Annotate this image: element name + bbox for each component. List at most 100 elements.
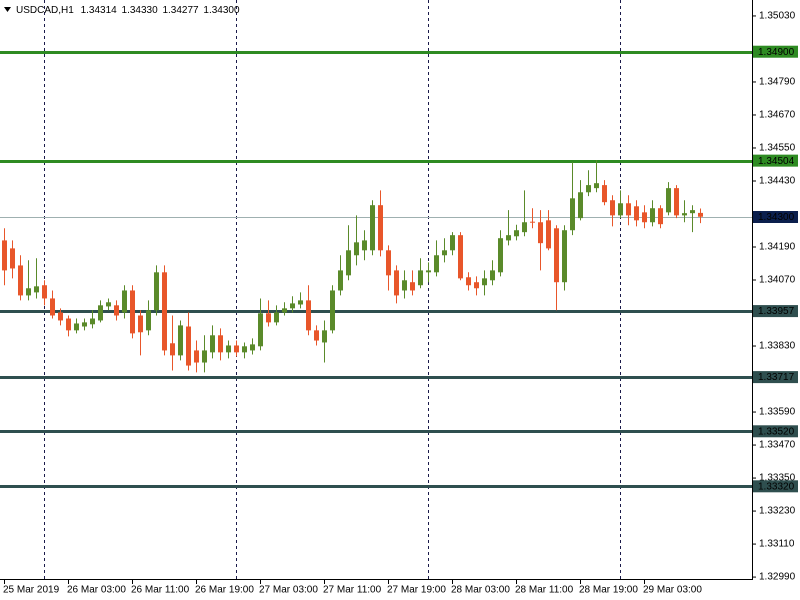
candle-body [106, 302, 111, 307]
candle-body [234, 345, 239, 353]
candle-body [266, 313, 271, 323]
y-tick-label: 1.33230 [759, 506, 796, 517]
x-tick-label: 25 Mar 2019 [3, 585, 60, 596]
candle-body [282, 308, 287, 313]
candle-body [202, 350, 207, 363]
x-tick-label: 26 Mar 11:00 [131, 585, 190, 596]
candle-body [394, 270, 399, 296]
header-low: 1.34277 [162, 5, 199, 16]
x-tick-label: 27 Mar 11:00 [323, 585, 382, 596]
candle-body [506, 235, 511, 241]
candle-body [682, 213, 687, 216]
candle-body [34, 286, 39, 293]
y-tick-label: 1.34190 [759, 242, 796, 253]
candle-body [442, 250, 447, 256]
candle-body [354, 242, 359, 256]
level-label-box [753, 45, 798, 58]
x-tick-label: 26 Mar 19:00 [195, 585, 254, 596]
candle-body [130, 290, 135, 334]
candle-body [514, 230, 519, 237]
y-tick-label: 1.32990 [759, 572, 796, 583]
y-tick-label: 1.34430 [759, 176, 796, 187]
candle-body [594, 183, 599, 189]
candle-body [434, 255, 439, 273]
y-tick-label: 1.33110 [759, 539, 795, 550]
candle-body [178, 325, 183, 356]
candle-body [114, 305, 119, 316]
candle-body [450, 235, 455, 251]
candle-body [186, 326, 191, 366]
candle-body [258, 313, 263, 347]
candle-body [242, 346, 247, 353]
candle-body [618, 203, 623, 216]
x-tick-label: 27 Mar 19:00 [387, 585, 446, 596]
candle-body [58, 312, 63, 321]
candle-body [370, 205, 375, 251]
x-tick-label: 26 Mar 03:00 [67, 585, 126, 596]
candle-body [42, 285, 47, 299]
symbol: USDCAD,H1 [16, 5, 74, 16]
candle-body [194, 350, 199, 363]
candle-body [698, 212, 703, 217]
level-label: 1.33717 [758, 372, 795, 383]
x-tick-label: 29 Mar 03:00 [643, 585, 702, 596]
candle-body [146, 310, 151, 331]
candle-body [490, 270, 495, 281]
candle-body [322, 330, 327, 343]
x-tick-label: 27 Mar 03:00 [259, 585, 318, 596]
level-label-box [753, 154, 798, 167]
candle-body [82, 322, 87, 327]
candle-body [650, 208, 655, 223]
candle-body [154, 272, 159, 311]
header-high: 1.34330 [122, 5, 159, 16]
candle-body [378, 205, 383, 251]
candle-body [474, 282, 479, 289]
candle-body [426, 270, 431, 273]
candle-body [298, 300, 303, 305]
candle-body [658, 208, 663, 225]
candle-body [290, 303, 295, 309]
candle-body [466, 277, 471, 286]
candle-body [498, 238, 503, 273]
candle-body [586, 185, 591, 193]
candle-body [90, 318, 95, 325]
candle-body [410, 282, 415, 291]
candle-body [122, 290, 127, 313]
candle-body [626, 203, 631, 216]
candle-body [610, 200, 615, 216]
y-tick-label: 1.34790 [759, 77, 796, 88]
candle-body [578, 192, 583, 219]
candle-body [26, 288, 31, 296]
candle-body [210, 335, 215, 353]
candle-body [362, 240, 367, 251]
candle-body [138, 315, 143, 333]
candle-body [402, 280, 407, 291]
candle-body [250, 344, 255, 351]
candle-body [2, 240, 7, 271]
candle-body [170, 343, 175, 356]
level-label-box [753, 371, 798, 384]
current-price-label: 1.34300 [758, 212, 795, 223]
level-label: 1.33520 [758, 426, 795, 437]
level-label-box [753, 305, 798, 318]
y-tick-label: 1.34550 [759, 143, 796, 154]
candle-body [18, 265, 23, 296]
candle-body [522, 222, 527, 233]
header-open: 1.34314 [81, 5, 118, 16]
candle-body [274, 312, 279, 323]
y-tick-label: 1.34070 [759, 275, 796, 286]
candle-body [538, 222, 543, 244]
candle-body [458, 235, 463, 279]
menu-triangle[interactable] [4, 7, 11, 12]
candle-body [98, 305, 103, 321]
candle-body [226, 345, 231, 353]
x-tick-label: 28 Mar 19:00 [579, 585, 638, 596]
x-tick-label: 28 Mar 03:00 [451, 585, 510, 596]
level-label: 1.33957 [758, 306, 795, 317]
current-price-box [753, 211, 798, 223]
candle-body [530, 221, 535, 223]
candle-body [562, 230, 567, 283]
candle-body [306, 300, 311, 331]
candle-body [338, 270, 343, 291]
